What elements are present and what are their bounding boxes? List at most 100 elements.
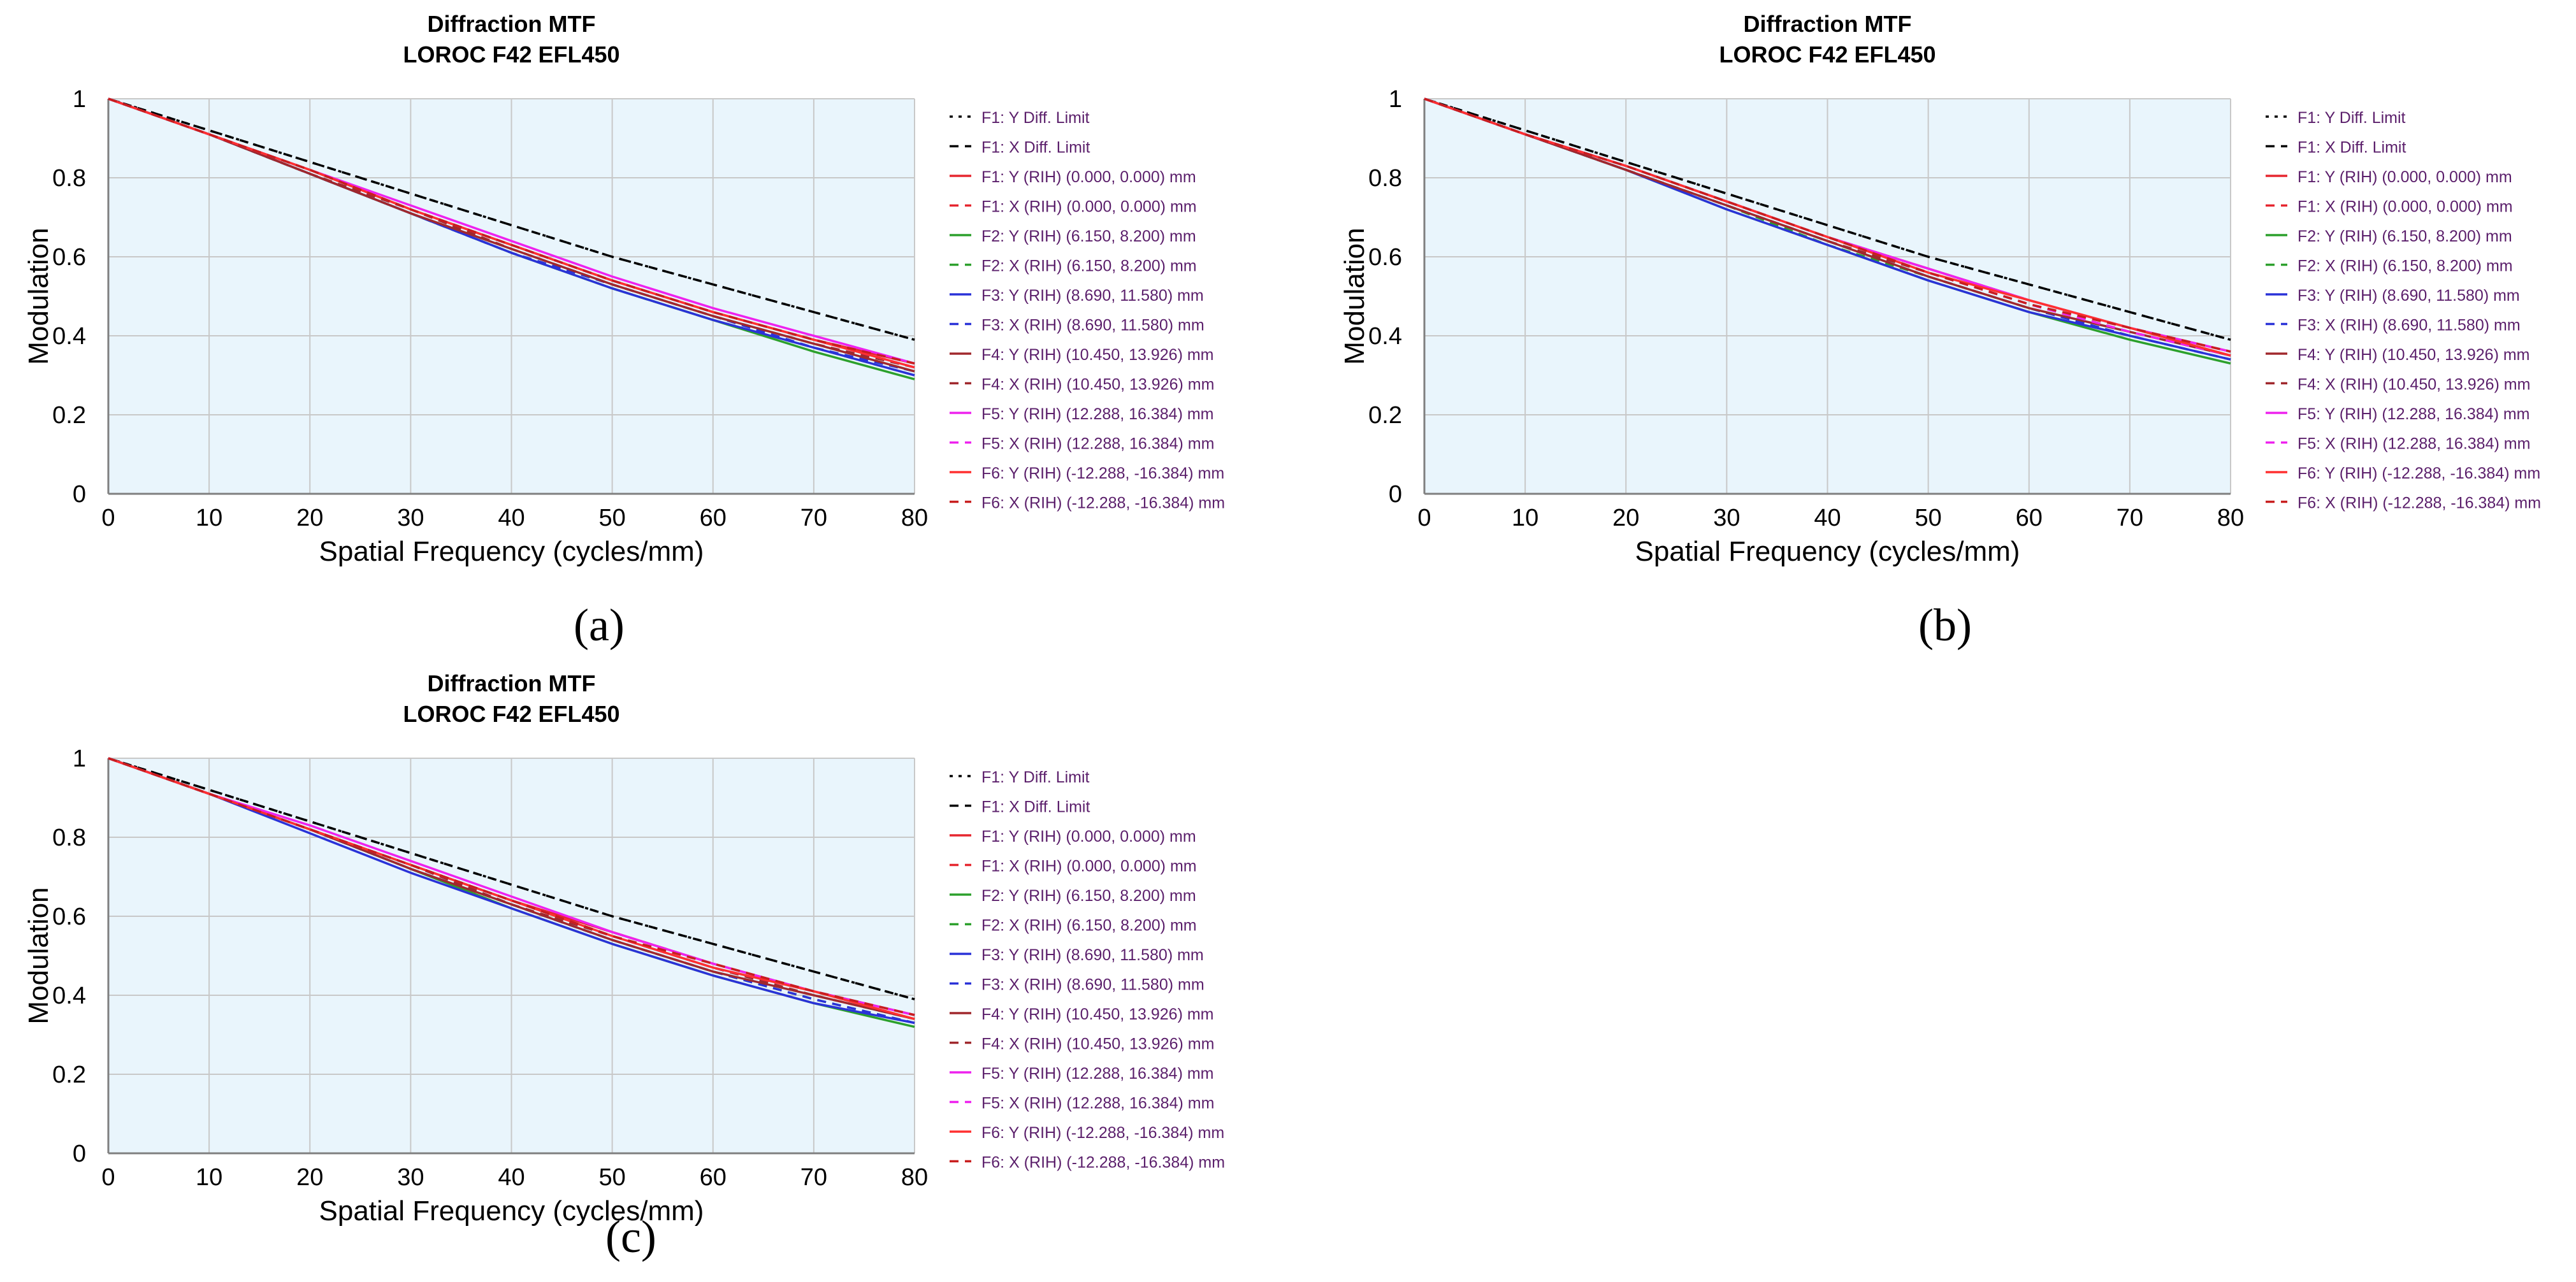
chart-a-y-tick-label: 0.6 bbox=[52, 244, 86, 271]
chart-c-y-tick-label: 0.8 bbox=[52, 825, 86, 851]
chart-a-x-tick-label: 70 bbox=[800, 505, 827, 531]
chart-b-y-tick-label: 0.8 bbox=[1368, 165, 1402, 192]
chart-c-series-line-13 bbox=[108, 757, 915, 1016]
chart-a-legend-entry-3: F1: X (RIH) (0.000, 0.000) mm bbox=[981, 198, 1197, 216]
chart-a-legend-entry-1: F1: X Diff. Limit bbox=[981, 139, 1090, 157]
chart-c-legend-entry-11: F5: X (RIH) (12.288, 16.384) mm bbox=[981, 1095, 1214, 1113]
chart-c-legend-entry-12: F6: Y (RIH) (-12.288, -16.384) mm bbox=[981, 1124, 1224, 1142]
chart-b-legend-entry-7: F3: X (RIH) (8.690, 11.580) mm bbox=[2297, 317, 2521, 335]
chart-a-x-tick-label: 0 bbox=[101, 505, 115, 531]
chart-b-legend-entry-11: F5: X (RIH) (12.288, 16.384) mm bbox=[2297, 435, 2530, 453]
chart-a-legend-entry-13: F6: X (RIH) (-12.288, -16.384) mm bbox=[981, 494, 1225, 512]
chart-c-legend-entry-13: F6: X (RIH) (-12.288, -16.384) mm bbox=[981, 1154, 1225, 1172]
chart-panel-c: Diffraction MTF LOROC F42 EFL450 0 10 20 30 40… bbox=[23, 666, 1262, 1227]
chart-b-x-tick-label: 60 bbox=[2016, 505, 2043, 531]
chart-c-y-tick-label: 0 bbox=[73, 1141, 86, 1167]
chart-c-x-tick-label: 10 bbox=[196, 1164, 222, 1191]
chart-c-legend-entry-9: F4: X (RIH) (10.450, 13.926) mm bbox=[981, 1035, 1214, 1053]
chart-c-legend-entry-5: F2: X (RIH) (6.150, 8.200) mm bbox=[981, 917, 1197, 935]
chart-b-legend-entry-3: F1: X (RIH) (0.000, 0.000) mm bbox=[2297, 198, 2513, 216]
chart-c-legend-entry-6: F3: Y (RIH) (8.690, 11.580) mm bbox=[981, 946, 1204, 964]
chart-b-x-tick-label: 10 bbox=[1512, 505, 1538, 531]
chart-b-y-tick-label: 0 bbox=[1389, 481, 1402, 508]
chart-b-legend-entry-5: F2: X (RIH) (6.150, 8.200) mm bbox=[2297, 257, 2513, 275]
chart-a-y-tick-label: 1 bbox=[73, 86, 86, 113]
chart-b-legend-entry-4: F2: Y (RIH) (6.150, 8.200) mm bbox=[2297, 227, 2512, 245]
chart-b-y-tick-label: 1 bbox=[1389, 86, 1402, 113]
chart-c-x-tick-label: 50 bbox=[598, 1164, 625, 1191]
chart-b-series-line-0 bbox=[1424, 97, 2231, 341]
chart-a-y-tick-label: 0.2 bbox=[52, 402, 86, 429]
chart-c-legend-entry-4: F2: Y (RIH) (6.150, 8.200) mm bbox=[981, 887, 1196, 905]
chart-c-legend-entry-3: F1: X (RIH) (0.000, 0.000) mm bbox=[981, 858, 1197, 875]
chart-a-legend-entry-12: F6: Y (RIH) (-12.288, -16.384) mm bbox=[981, 465, 1224, 482]
chart-c-x-tick-label: 80 bbox=[901, 1164, 928, 1191]
chart-b-series-line-1 bbox=[1424, 97, 2231, 341]
chart-a-legend-entry-11: F5: X (RIH) (12.288, 16.384) mm bbox=[981, 435, 1214, 453]
chart-b-x-tick-label: 50 bbox=[1914, 505, 1941, 531]
chart-a-legend-entry-9: F4: X (RIH) (10.450, 13.926) mm bbox=[981, 376, 1214, 394]
chart-a-legend-entry-6: F3: Y (RIH) (8.690, 11.580) mm bbox=[981, 287, 1204, 305]
chart-c-x-tick-label: 0 bbox=[101, 1164, 115, 1191]
chart-a-legend-entry-0: F1: Y Diff. Limit bbox=[981, 109, 1090, 127]
chart-a-series-line-1 bbox=[108, 97, 915, 341]
chart-a-legend-entry-5: F2: X (RIH) (6.150, 8.200) mm bbox=[981, 257, 1197, 275]
chart-b-x-tick-label: 30 bbox=[1713, 505, 1740, 531]
chart-c-legend-entry-2: F1: Y (RIH) (0.000, 0.000) mm bbox=[981, 828, 1196, 846]
chart-b-legend-entry-13: F6: X (RIH) (-12.288, -16.384) mm bbox=[2297, 494, 2541, 512]
chart-b-x-label: Spatial Frequency (cycles/mm) bbox=[1635, 536, 2020, 567]
chart-b-legend-entry-2: F1: Y (RIH) (0.000, 0.000) mm bbox=[2297, 168, 2512, 186]
chart-panel-a: Diffraction MTF LOROC F42 EFL450 0 10 20 30 40… bbox=[23, 6, 1262, 567]
chart-b-legend-entry-9: F4: X (RIH) (10.450, 13.926) mm bbox=[2297, 376, 2530, 394]
chart-c-legend-entry-10: F5: Y (RIH) (12.288, 16.384) mm bbox=[981, 1065, 1214, 1083]
chart-b-legend-entry-8: F4: Y (RIH) (10.450, 13.926) mm bbox=[2297, 346, 2530, 364]
chart-b-y-label: Modulation bbox=[1339, 227, 1370, 364]
chart-a-x-tick-label: 20 bbox=[296, 505, 323, 531]
panel-label-b: (b) bbox=[1918, 600, 1972, 651]
chart-b-y-tick-label: 0.4 bbox=[1368, 323, 1402, 350]
chart-b-x-tick-label: 20 bbox=[1612, 505, 1639, 531]
chart-c-y-tick-label: 0.4 bbox=[52, 983, 86, 1009]
chart-b-legend-entry-0: F1: Y Diff. Limit bbox=[2297, 109, 2406, 127]
panel-label-c: (c) bbox=[605, 1211, 656, 1262]
chart-b-legend-entry-12: F6: Y (RIH) (-12.288, -16.384) mm bbox=[2297, 465, 2540, 482]
chart-c-y-tick-label: 0.2 bbox=[52, 1062, 86, 1088]
chart-a-legend-entry-7: F3: X (RIH) (8.690, 11.580) mm bbox=[981, 317, 1205, 335]
chart-a-y-tick-label: 0.8 bbox=[52, 165, 86, 192]
chart-a-x-tick-label: 60 bbox=[700, 505, 727, 531]
chart-c-x-tick-label: 20 bbox=[296, 1164, 323, 1191]
chart-b-x-tick-label: 0 bbox=[1417, 505, 1431, 531]
chart-a-legend-entry-2: F1: Y (RIH) (0.000, 0.000) mm bbox=[981, 168, 1196, 186]
chart-c-legend-entry-1: F1: X Diff. Limit bbox=[981, 798, 1090, 816]
chart-a-y-label: Modulation bbox=[23, 227, 54, 364]
chart-a-x-tick-label: 10 bbox=[196, 505, 222, 531]
chart-b-legend-entry-1: F1: X Diff. Limit bbox=[2297, 139, 2406, 157]
chart-a-legend-entry-10: F5: Y (RIH) (12.288, 16.384) mm bbox=[981, 405, 1214, 423]
chart-a-x-tick-label: 50 bbox=[598, 505, 625, 531]
chart-b-subtitle: LOROC F42 EFL450 bbox=[1719, 41, 1936, 68]
chart-b-x-tick-label: 80 bbox=[2217, 505, 2244, 531]
chart-a-series-line-13 bbox=[108, 97, 915, 365]
chart-c-series-line-0 bbox=[108, 757, 915, 1000]
chart-c-x-tick-label: 40 bbox=[498, 1164, 525, 1191]
chart-c-y-tick-label: 0.6 bbox=[52, 904, 86, 930]
chart-a-y-tick-label: 0.4 bbox=[52, 323, 86, 350]
chart-a-title: Diffraction MTF bbox=[428, 11, 596, 37]
chart-b-x-tick-label: 70 bbox=[2117, 505, 2143, 531]
chart-b-legend-entry-10: F5: Y (RIH) (12.288, 16.384) mm bbox=[2297, 405, 2530, 423]
chart-c-series-line-6 bbox=[108, 757, 915, 1025]
chart-c-y-tick-label: 1 bbox=[73, 745, 86, 772]
chart-c-x-tick-label: 30 bbox=[397, 1164, 424, 1191]
chart-c-series-line-1 bbox=[108, 757, 915, 1000]
chart-b-x-tick-label: 40 bbox=[1814, 505, 1841, 531]
chart-a-subtitle: LOROC F42 EFL450 bbox=[403, 41, 619, 68]
chart-b-legend-entry-6: F3: Y (RIH) (8.690, 11.580) mm bbox=[2297, 287, 2520, 305]
chart-c-legend-entry-8: F4: Y (RIH) (10.450, 13.926) mm bbox=[981, 1005, 1214, 1023]
chart-a-y-tick-label: 0 bbox=[73, 481, 86, 508]
chart-b-y-tick-label: 0.6 bbox=[1368, 244, 1402, 271]
chart-b-series-line-13 bbox=[1424, 97, 2231, 353]
panel-label-a: (a) bbox=[574, 600, 625, 651]
